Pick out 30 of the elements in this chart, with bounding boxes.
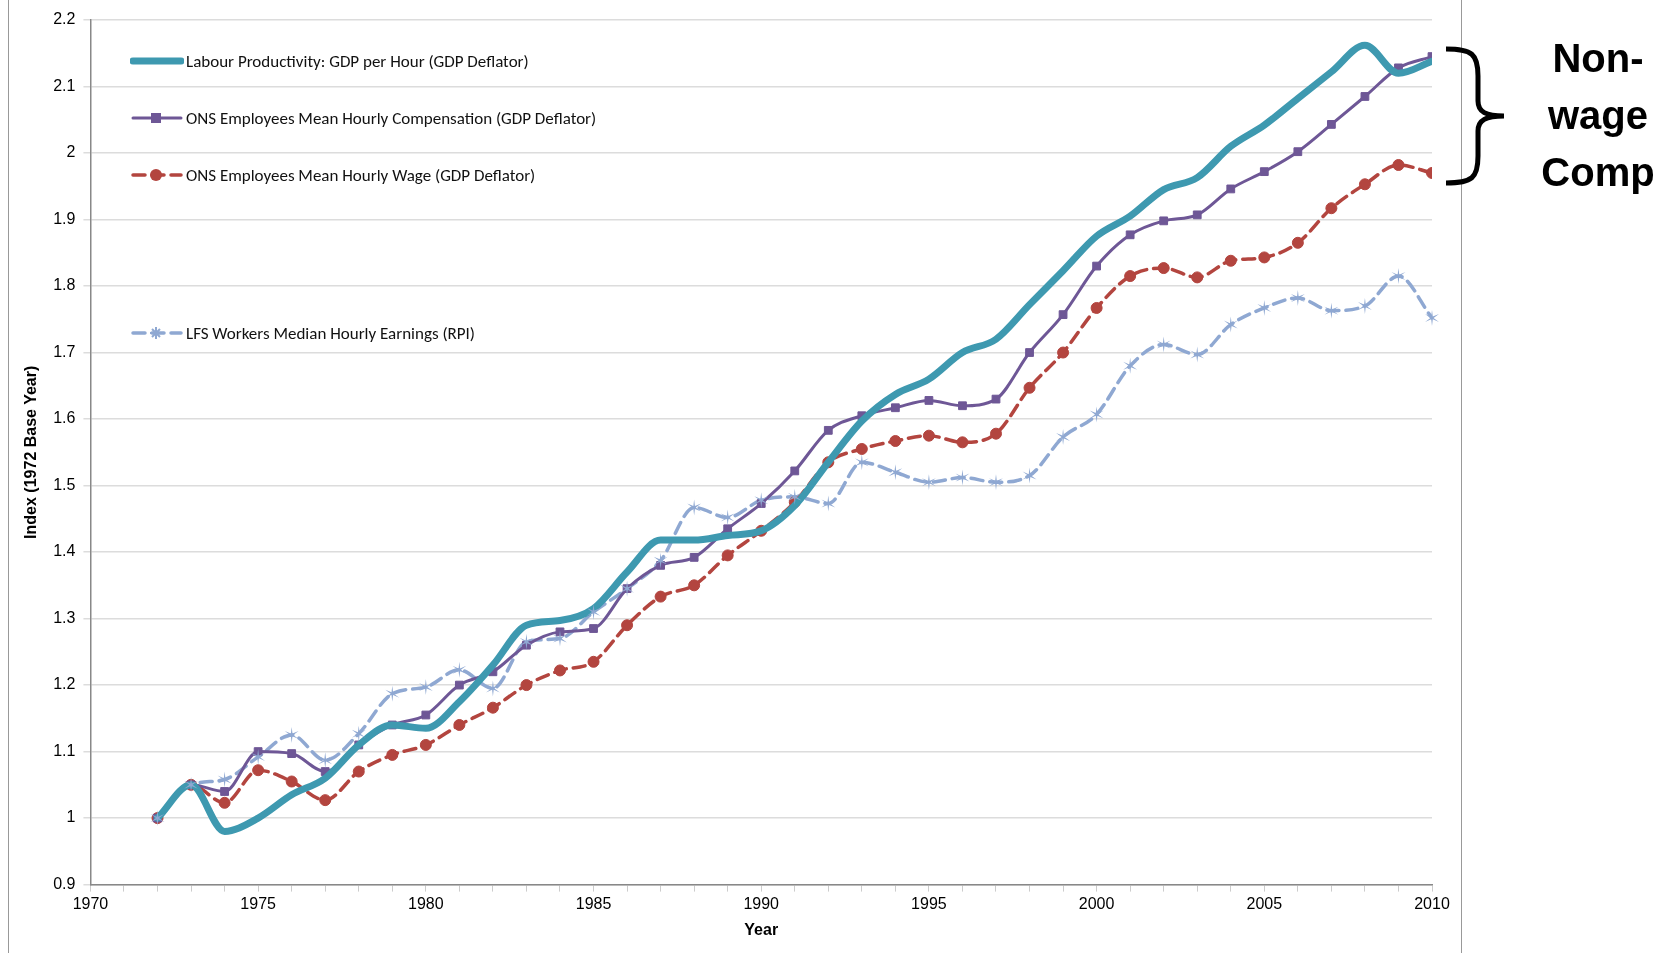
y-tick-label: 1.4: [53, 542, 76, 560]
x-tick-label: 1980: [408, 894, 444, 912]
text: Non-wage Comp: [1540, 35, 1656, 196]
y-axis-title: Index (1972 Base Year): [22, 365, 40, 539]
legend-label: ONS Employees Mean Hourly Compensation (GDP Deflator): [186, 107, 597, 129]
y-tick-label: 2.1: [53, 76, 76, 94]
y-tick-label: 1: [66, 808, 76, 826]
x-tick-label: 2010: [1414, 894, 1450, 912]
y-tick-label: 1.2: [53, 675, 76, 693]
y-tick-label: 1.6: [53, 409, 76, 427]
legend-label: ONS Employees Mean Hourly Wage (GDP Deflator): [186, 164, 536, 186]
x-tick-label: 2005: [1246, 894, 1283, 912]
y-tick-label: 1.9: [53, 209, 76, 227]
x-tick-label: 1985: [575, 894, 612, 912]
y-tick-label: 1.8: [53, 276, 76, 294]
y-tick-label: 2: [66, 143, 76, 161]
x-tick-label: 1990: [743, 894, 780, 912]
x-tick-label: 1970: [72, 894, 109, 912]
y-tick-label: 1.5: [53, 475, 76, 493]
x-tick-label: 1995: [911, 894, 947, 912]
legend-label: LFS Workers Median Hourly Earnings (RPI): [186, 322, 475, 344]
y-tick-label: 0.9: [53, 875, 76, 893]
x-tick-label: 1975: [240, 894, 277, 912]
y-tick-label: 1.3: [53, 608, 76, 626]
y-tick-label: 1.1: [53, 741, 76, 759]
y-tick-label: 1.7: [53, 342, 76, 360]
legend-label: Labour Productivity: GDP per Hour (GDP Deflator): [186, 50, 529, 72]
x-tick-label: 2000: [1078, 894, 1115, 912]
y-tick-label: 2.2: [53, 10, 76, 28]
x-axis-title: Year: [744, 920, 779, 938]
